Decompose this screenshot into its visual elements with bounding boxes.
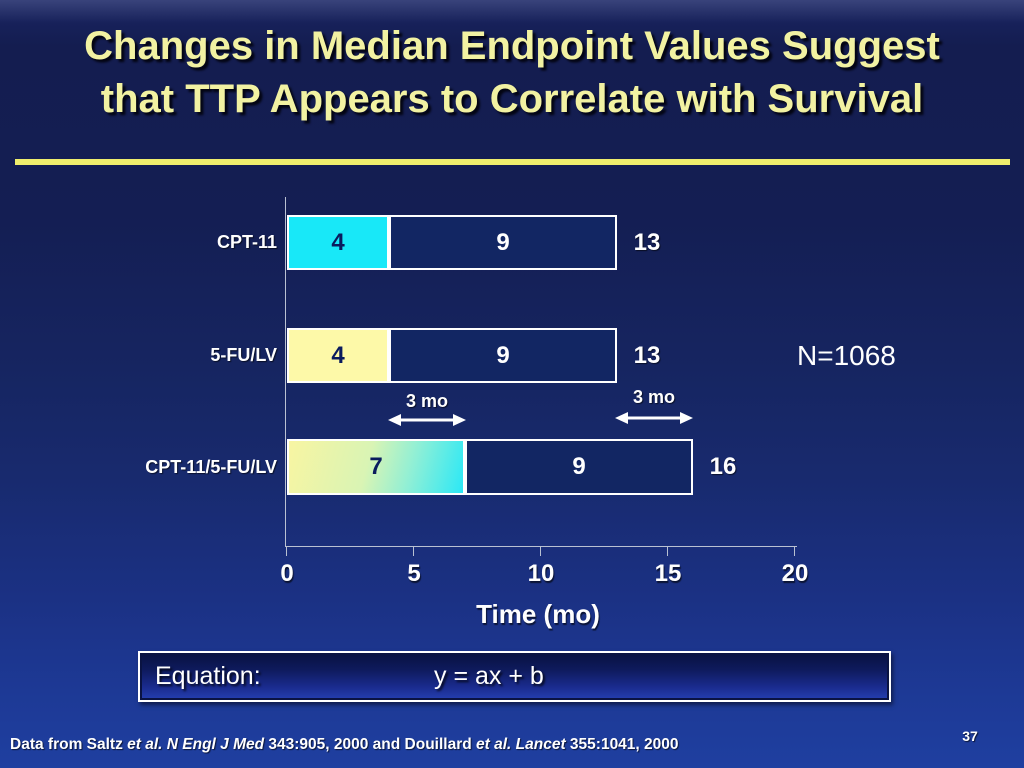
bar-segment-ttp: 4 (287, 328, 389, 383)
bar-segment-value: 4 (331, 228, 345, 256)
bar-segment-value: 4 (331, 341, 345, 369)
slide-title-line2: that TTP Appears to Correlate with Survi… (100, 77, 924, 121)
citation-part: 343:905, 2000 and Douillard (268, 736, 477, 753)
bar-row-label: CPT-11/5-FU/LV (145, 457, 277, 477)
x-tick-label: 5 (407, 560, 421, 587)
x-tick-label: 10 (527, 560, 555, 587)
bar-total-label: 16 (709, 453, 737, 480)
x-axis-tick (794, 547, 795, 556)
x-axis-title: Time (mo) (476, 599, 600, 629)
x-tick-label: 15 (654, 560, 682, 587)
x-axis-tick (413, 547, 414, 556)
annotation-label: 3 mo (632, 387, 675, 407)
bar-row-label: 5-FU/LV (210, 345, 277, 365)
y-axis-line (285, 197, 286, 547)
bar-total-label: 13 (633, 229, 661, 256)
bar-segment-post-progression: 9 (465, 439, 693, 495)
citation-part: 355:1041, 2000 (569, 736, 679, 753)
bar-segment-value: 9 (572, 453, 586, 480)
sample-size-label: N=1068 (797, 340, 896, 371)
equation-box: Equation: y = ax + b (138, 651, 891, 702)
bar-segment-ttp: 4 (287, 215, 389, 270)
bar-segment-post-progression: 9 (389, 328, 617, 383)
double-arrow-icon (388, 414, 466, 426)
slide-title-line1: Changes in Median Endpoint Values Sugges… (84, 24, 940, 68)
bar-total-label: 13 (633, 342, 661, 369)
slide-title: Changes in Median Endpoint Values Sugges… (0, 20, 1024, 126)
citation-part-italic: et al. N Engl J Med (127, 736, 269, 753)
title-divider-rule (15, 159, 1010, 165)
x-tick-label: 20 (781, 560, 809, 587)
x-tick-label: 0 (280, 560, 294, 587)
bar-segment-value: 9 (496, 341, 510, 369)
citation-part: Data from Saltz (10, 736, 128, 753)
citation-part-italic: et al. Lancet (476, 736, 570, 753)
page-number: 37 (962, 728, 978, 744)
x-axis-tick (286, 547, 287, 556)
bar-row-label: CPT-11 (216, 232, 277, 252)
equation-formula: y = ax + b (434, 662, 544, 690)
x-axis-tick (540, 547, 541, 556)
bar-segment-value: 7 (369, 453, 383, 480)
annotation-label: 3 mo (405, 391, 448, 411)
bar-segment-post-progression: 9 (389, 215, 617, 270)
citation-text: Data from Saltz et al. N Engl J Med 343:… (10, 736, 679, 754)
bar-segment-value: 9 (496, 228, 510, 256)
x-axis-line (286, 546, 797, 547)
double-arrow-icon (615, 412, 693, 424)
bar-segment-ttp: 7 (287, 439, 465, 495)
equation-label: Equation: (155, 662, 261, 690)
x-axis-tick (667, 547, 668, 556)
